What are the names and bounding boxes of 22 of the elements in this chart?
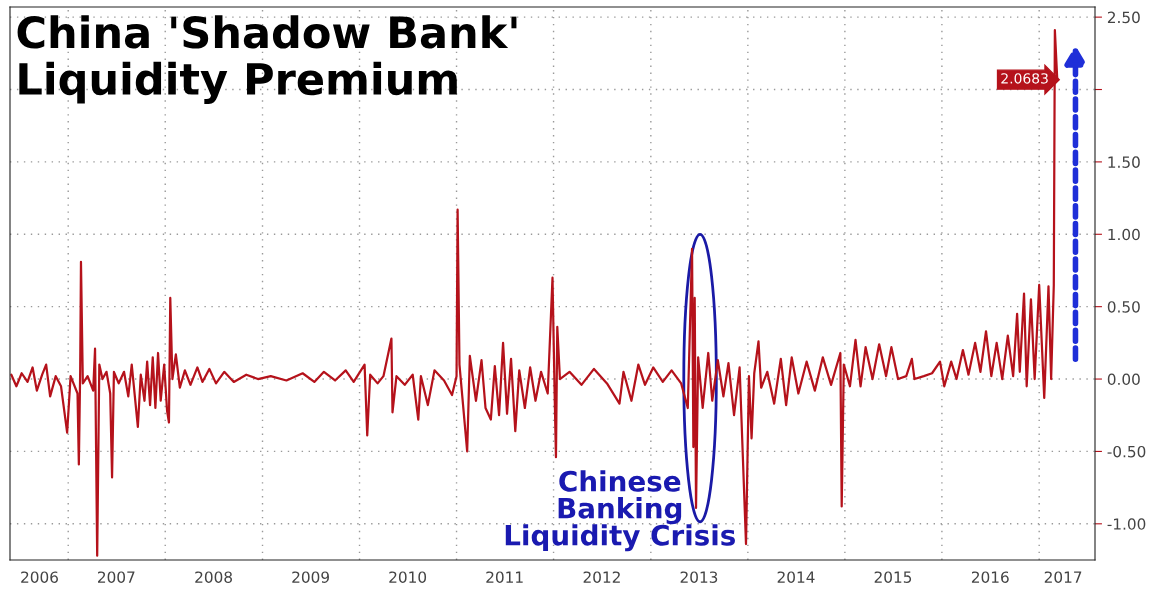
annotation: Chinese Banking Liquidity Crisis [505,470,735,552]
x-tick-label: 2008 [195,571,232,583]
text: China 'Shadow Bank' Liquidity Premium [17,15,517,104]
y-tick-label: -0.50 [1107,445,1146,458]
x-tick-label: 2007 [98,571,135,583]
x-tick-label: 2011 [486,571,523,583]
x-tick-label: 2013 [680,571,718,583]
x-tick-label: 2006 [21,571,58,583]
y-tick-label: 1.00 [1108,228,1140,241]
y-tick-label: 2.50 [1107,11,1140,24]
x-tick-label: 2015 [874,571,912,583]
y-tick-label: -1.00 [1107,518,1146,530]
x-tick-label: 2009 [292,571,329,583]
y-tick-label: 0.00 [1107,373,1140,386]
x-tick-label: 2012 [583,571,620,583]
y-tick-label: 0.50 [1107,301,1140,313]
x-tick-label: 2016 [971,571,1009,583]
x-tick-label: 2017 [1044,571,1082,583]
y-tick-label: 1.50 [1108,156,1140,168]
x-tick-label: 2014 [777,571,815,583]
x-tick-label: 2010 [389,571,427,583]
data-label: 2.0683 [1001,73,1048,84]
